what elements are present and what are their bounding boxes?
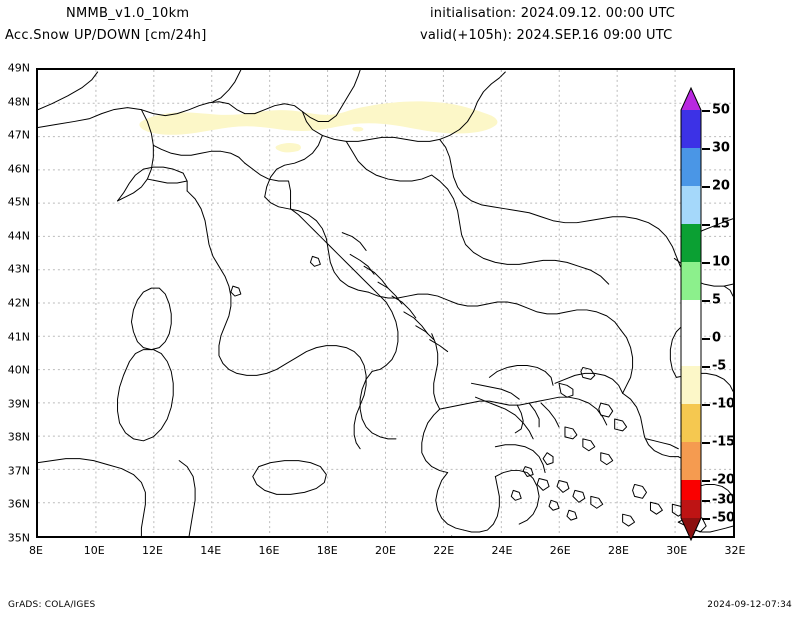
colorbar-band-1 [681,110,701,148]
y-tick-36N: 36N [7,497,30,511]
y-tick-46N: 46N [7,162,30,176]
colorbar-band-above-max [681,88,701,110]
colorbar-tick-mark [702,480,710,482]
colorbar-label-20: 20 [712,178,730,194]
y-tick-49N: 49N [7,61,30,75]
colorbar-tick-mark [702,224,710,226]
colorbar-label-0: 0 [712,330,721,346]
y-tick-42N: 42N [7,296,30,310]
colorbar-tick-mark [702,110,710,112]
colorbar-band-6 [681,300,701,338]
colorbar-band-3 [681,186,701,224]
x-tick-24E: 24E [491,544,513,557]
colorbar-band-10 [681,442,701,480]
grads-credit: GrADS: COLA/IGES [8,600,96,610]
colorbar-label-neg5: -5 [712,358,727,374]
colorbar-band-5 [681,262,701,300]
y-tick-45N: 45N [7,195,30,209]
colorbar-band-9 [681,404,701,442]
x-tick-14E: 14E [200,544,222,557]
colorbar-label-5: 5 [712,292,721,308]
colorbar-band-12 [681,500,701,518]
colorbar-label-50: 50 [712,102,730,118]
colorbar-label-10: 10 [712,254,730,270]
shaded-region-alpine [139,101,498,135]
x-tick-12E: 12E [142,544,163,557]
colorbar-tick-mark [702,442,710,444]
colorbar-tick-mark [702,148,710,150]
render-timestamp: 2024-09-12-07:34 [707,600,792,610]
colorbar-tick-mark [702,518,710,520]
y-tick-38N: 38N [7,430,30,444]
x-tick-10E: 10E [83,544,105,557]
colorbar-tick-mark [702,262,710,264]
x-tick-16E: 16E [258,544,280,557]
shaded-region-alpine-small [275,142,301,153]
colorbar-tick-mark [702,300,710,302]
map-plot-area [36,68,735,538]
colorbar-tick-mark [702,338,710,340]
colorbar-label-neg10: -10 [712,396,735,412]
colorbar-band-below-min [681,518,701,540]
y-tick-48N: 48N [7,95,30,109]
y-tick-47N: 47N [7,128,30,142]
colorbar-label-neg15: -15 [712,434,735,450]
colorbar-label-neg20: -20 [712,472,735,488]
y-tick-37N: 37N [7,464,30,478]
colorbar-label-neg30: -30 [712,492,735,508]
x-tick-28E: 28E [608,544,629,557]
y-tick-40N: 40N [7,363,30,377]
x-tick-32E: 32E [724,544,746,557]
colorbar-outline [680,86,702,542]
colorbar-tick-mark [702,186,710,188]
shaded-region-alpine-dot [352,126,364,132]
colorbar-tick-mark [702,366,710,368]
colorbar-band-4 [681,224,701,262]
x-tick-26E: 26E [549,544,571,557]
field-title: h Acc.Snow UP/DOWN [cm/24h] [0,28,207,43]
x-tick-18E: 18E [316,544,338,557]
colorbar-tick-mark [702,500,710,502]
x-tick-8E: 8E [29,544,43,557]
y-tick-35N: 35N [7,531,30,545]
y-tick-43N: 43N [7,262,30,276]
y-tick-39N: 39N [7,397,30,411]
valid-time-text: valid(+105h): 2024.SEP.16 09:00 UTC [420,28,673,43]
map-gridlines [38,70,733,536]
colorbar-band-11 [681,480,701,500]
colorbar-tick-mark [702,404,710,406]
colorbar-band-2 [681,148,701,186]
model-title: NMMB_v1.0_10km [66,6,190,21]
x-tick-20E: 20E [375,544,396,557]
colorbar-swatches [680,86,702,542]
map-canvas [38,70,733,536]
colorbar [680,86,702,542]
x-tick-22E: 22E [433,544,455,557]
y-tick-44N: 44N [7,229,30,243]
colorbar-label-15: 15 [712,216,730,232]
colorbar-band-8 [681,366,701,404]
y-tick-41N: 41N [7,330,30,344]
colorbar-label-30: 30 [712,140,730,156]
x-tick-30E: 30E [666,544,688,557]
snow-shading-layer [139,101,498,153]
map-coastlines-and-borders [38,70,733,536]
initialisation-text: initialisation: 2024.09.12. 00:00 UTC [430,6,675,21]
colorbar-label-neg50: -50 [712,510,735,526]
colorbar-band-7 [681,338,701,366]
